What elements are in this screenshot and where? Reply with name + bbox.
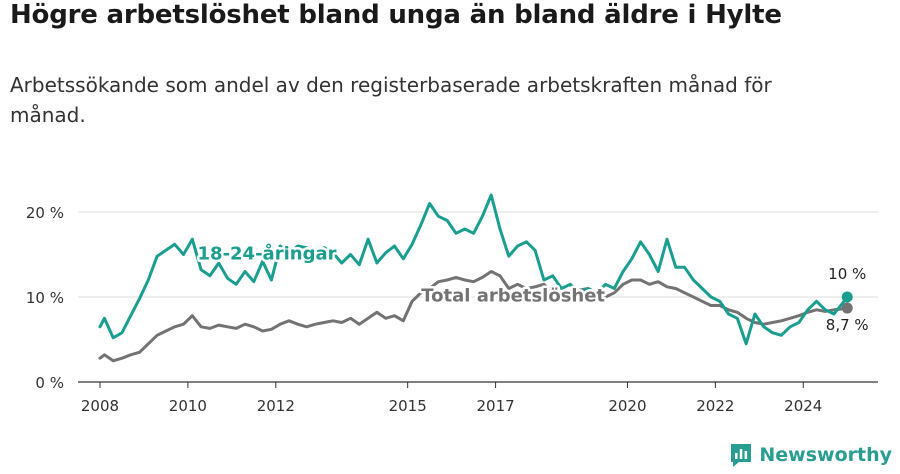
series-annotation: 18-24-åringar bbox=[198, 243, 337, 265]
grid-lines bbox=[78, 211, 878, 383]
x-tick-label: 2024 bbox=[784, 397, 822, 415]
y-tick-label: 0 % bbox=[35, 374, 64, 392]
series-line-youth bbox=[98, 193, 849, 346]
x-tick-label: 2010 bbox=[169, 397, 207, 415]
y-tick-label: 10 % bbox=[26, 289, 64, 307]
x-tick-label: 2017 bbox=[476, 397, 514, 415]
brand-logo: Newsworthy bbox=[729, 442, 892, 468]
bar-chart-icon bbox=[731, 444, 752, 467]
x-tick-label: 2008 bbox=[81, 397, 119, 415]
y-axis: 0 % 10 % 20 % bbox=[26, 204, 64, 392]
chart-subtitle: Arbetssökande som andel av den registerb… bbox=[10, 73, 772, 127]
x-tick-label: 2015 bbox=[389, 397, 427, 415]
series-end-point bbox=[841, 291, 853, 303]
series-annotation: Total arbetslöshet bbox=[421, 285, 605, 306]
x-tick-label: 2020 bbox=[608, 397, 646, 415]
x-axis: 2008 2010 2012 2015 2017 2020 2022 2024 bbox=[81, 382, 822, 415]
y-tick-label: 20 % bbox=[26, 204, 64, 222]
x-tick-label: 2012 bbox=[257, 397, 295, 415]
brand-name: Newsworthy bbox=[759, 444, 892, 466]
annotations: 10 % 8,7 % 18-24-åringar Total arbetslöshet bbox=[195, 240, 869, 334]
series-lines bbox=[98, 193, 853, 363]
chart-title: Högre arbetslöshet bland unga än bland ä… bbox=[10, 0, 782, 30]
x-tick-label: 2022 bbox=[696, 397, 734, 415]
series-end-label: 8,7 % bbox=[826, 316, 869, 334]
series-end-label: 10 % bbox=[828, 265, 866, 283]
series-end-point bbox=[841, 302, 853, 314]
